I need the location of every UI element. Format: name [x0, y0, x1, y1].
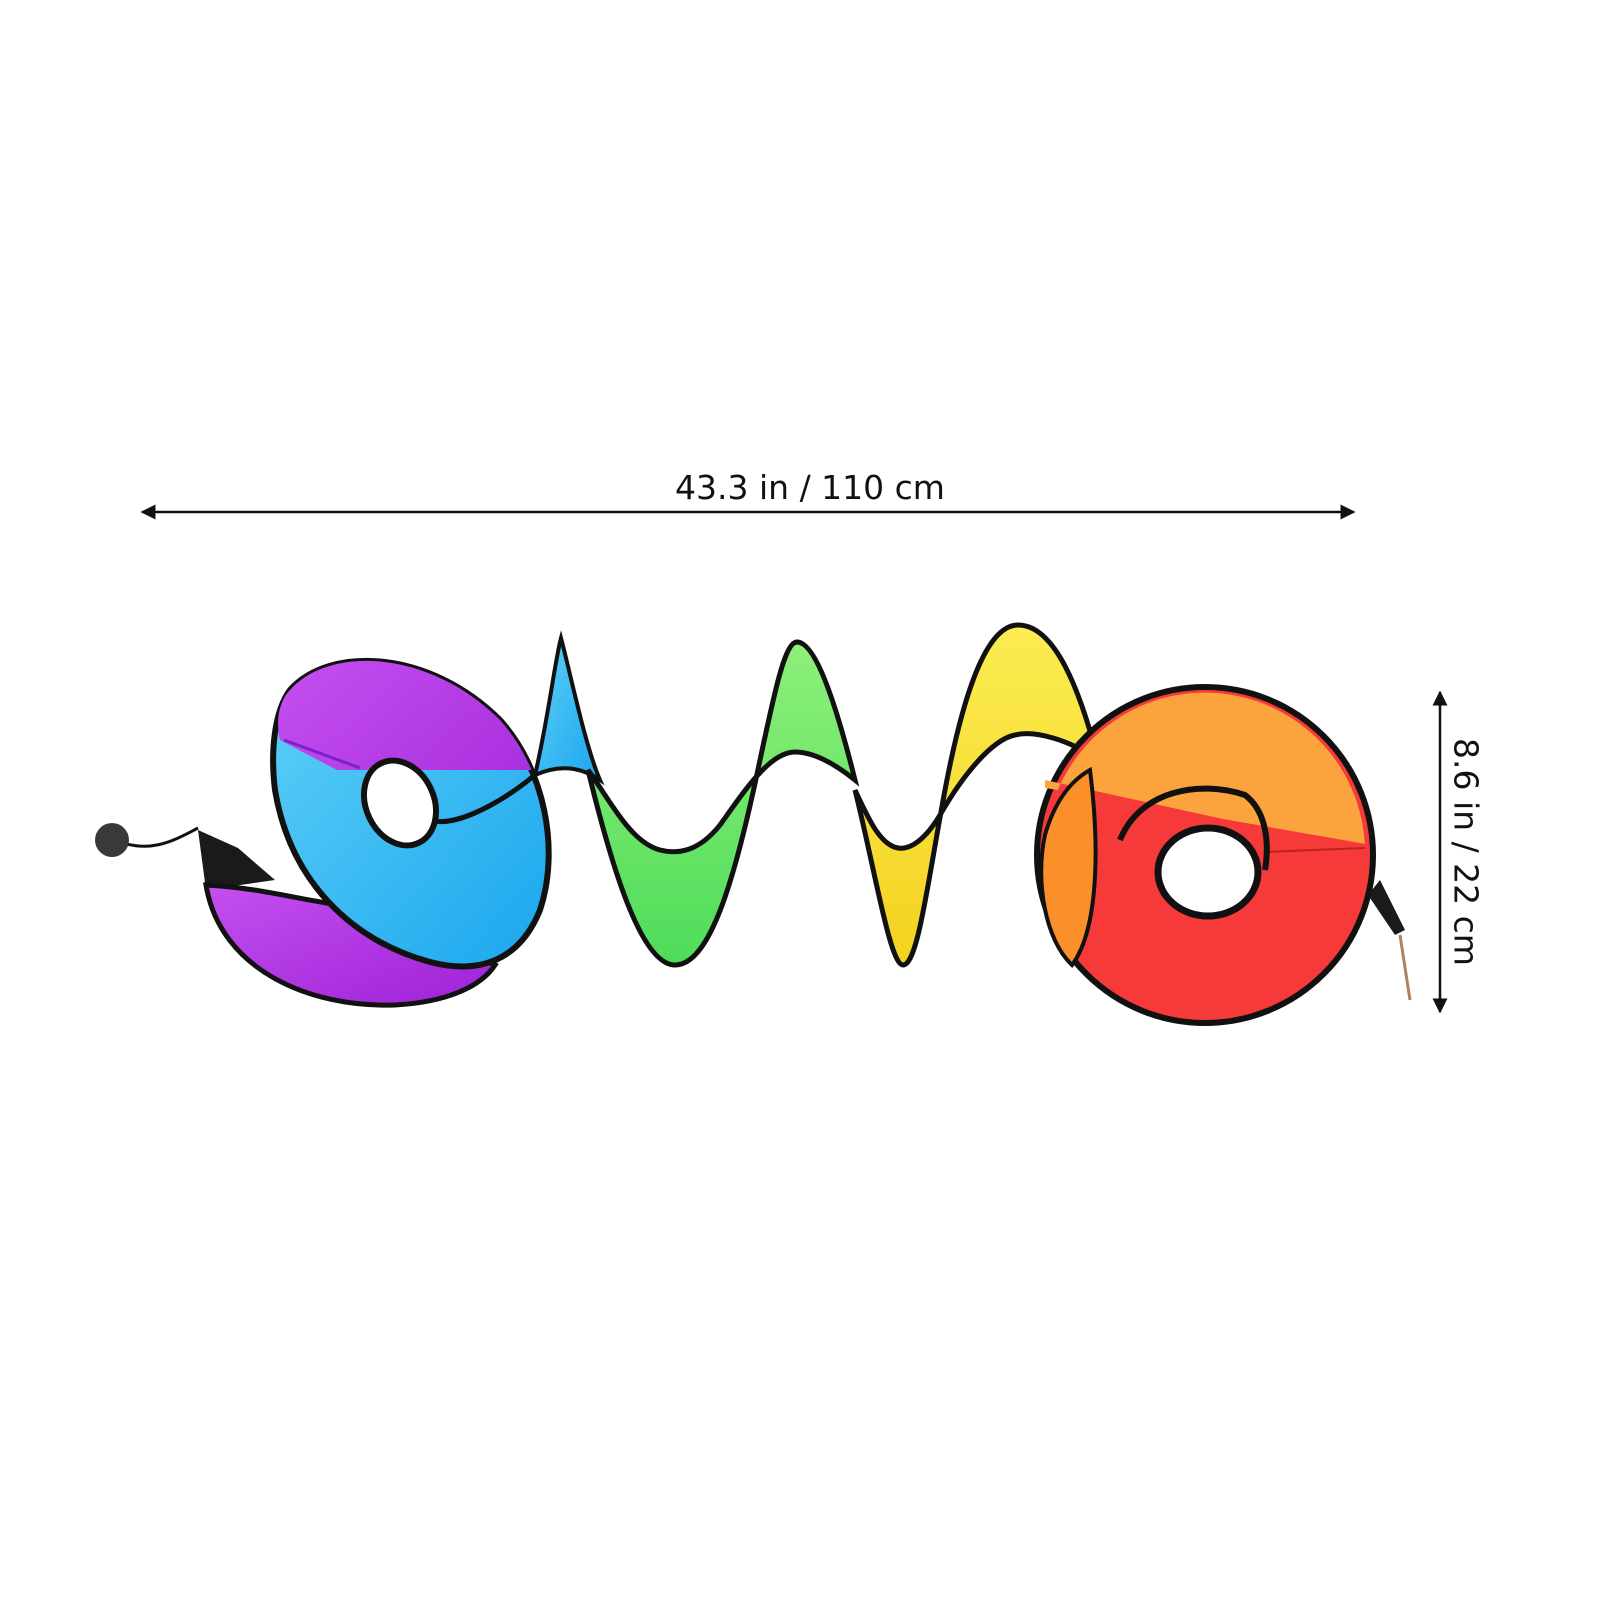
blue-wave: [532, 630, 605, 786]
purple-blue-spiral: [270, 657, 552, 970]
purple-lower-lobe: [203, 882, 499, 1008]
height-dimension-label: 8.6 in / 22 cm: [1446, 738, 1486, 966]
green-wave: [585, 639, 860, 968]
yellow-wave: [852, 622, 1103, 968]
suction-cup: [95, 823, 275, 890]
width-dimension-label: 43.3 in / 110 cm: [675, 468, 945, 507]
orange-red-spiral: [1034, 684, 1412, 1026]
